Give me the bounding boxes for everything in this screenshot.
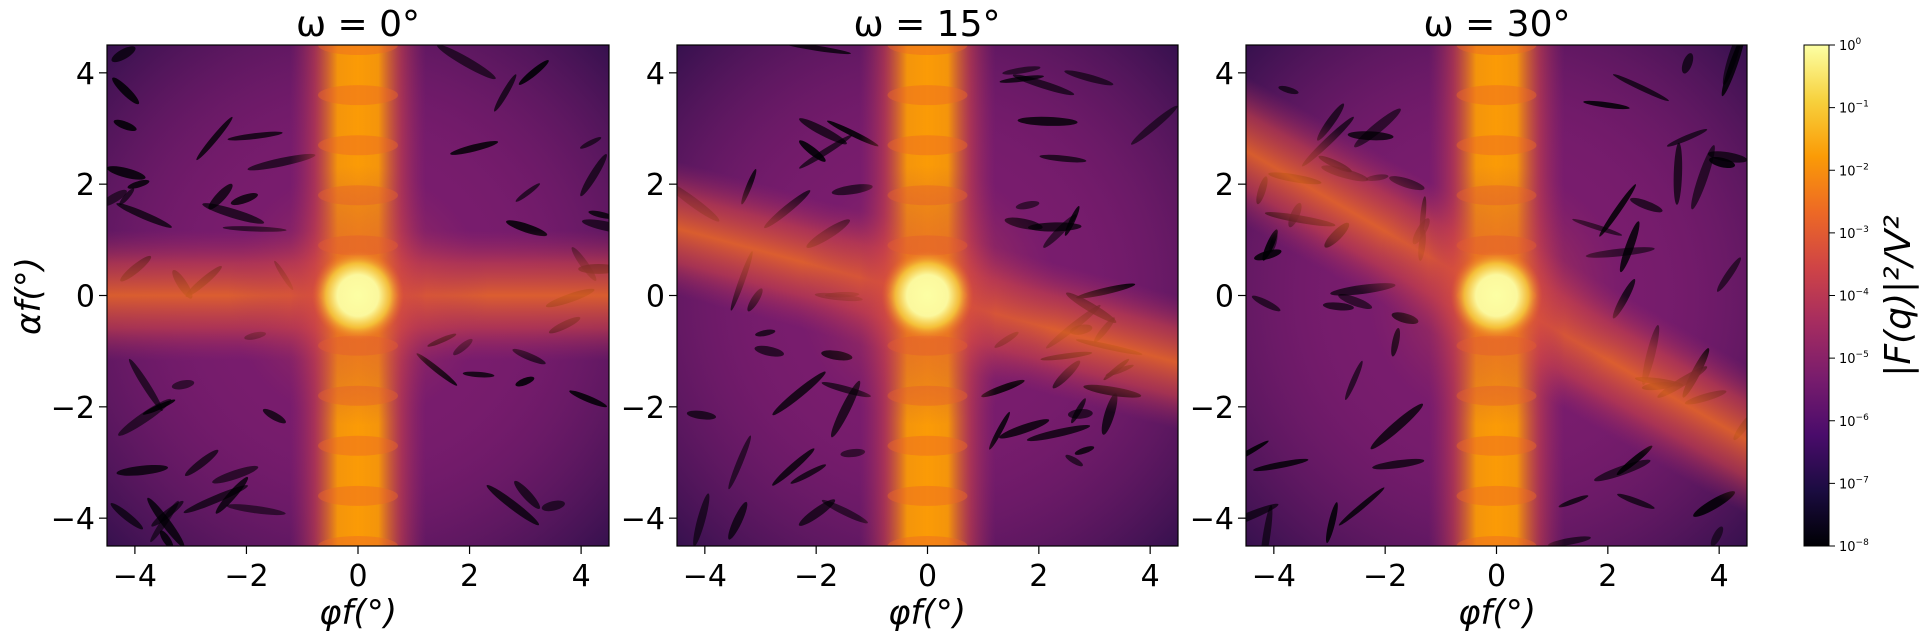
y-tick-label: −4: [51, 502, 95, 537]
y-ticks: −4 −2 0 2 4: [51, 57, 107, 537]
y-ticks: −4 −2 0 2 4: [1190, 57, 1246, 537]
x-tick-label: −2: [794, 559, 838, 594]
heatmap-area: [677, 45, 1178, 546]
panel-omega-30: ω = 30° −4 −2 0 2 4 −4 −2 0 2 4 φf(°): [1190, 4, 1748, 633]
colorbar: 100 10−1 10−2 10−3 10−4 10−5 10−6 10−7 10−8 |F(q…: [1803, 37, 1919, 555]
y-axis-label: αf(°): [9, 257, 49, 335]
y-tick-label: 0: [646, 280, 665, 315]
x-tick-label: 0: [348, 559, 367, 594]
panel-title: ω = 15°: [853, 4, 1000, 45]
x-tick-label: 4: [1141, 559, 1160, 594]
y-tick-label: 4: [76, 57, 95, 92]
x-tick-label: −4: [1252, 559, 1296, 594]
colorbar-tick-label: 10−4: [1839, 288, 1869, 305]
central-peak: [1450, 249, 1543, 342]
panel-title: ω = 0°: [296, 4, 420, 45]
colorbar-label: |F(q)|²/V²: [1878, 215, 1919, 377]
y-tick-label: −2: [51, 391, 95, 426]
x-ticks: −4 −2 0 2 4: [683, 546, 1160, 594]
x-tick-label: 4: [572, 559, 591, 594]
panel-title: ω = 30°: [1423, 4, 1570, 45]
panel-omega-0: ω = 0° −4 −2 0 2 4 −4 −2 0 2 4 φf(°) αf(°): [9, 4, 610, 633]
x-ticks: −4 −2 0 2 4: [113, 546, 591, 594]
x-tick-label: −4: [683, 559, 727, 594]
heatmap-area: [107, 45, 609, 546]
x-ticks: −4 −2 0 2 4: [1252, 546, 1729, 594]
x-axis-label: φf(°): [888, 593, 966, 633]
x-tick-label: 2: [460, 559, 479, 594]
y-tick-label: −2: [621, 391, 665, 426]
colorbar-tick-label: 10−7: [1839, 475, 1869, 492]
y-tick-label: 2: [76, 168, 95, 203]
colorbar-tick-label: 100: [1839, 37, 1862, 54]
colorbar-tick-label: 10−5: [1839, 350, 1869, 367]
y-tick-label: 0: [76, 280, 95, 315]
heatmap-area: [1246, 45, 1747, 546]
colorbar-ticks: 100 10−1 10−2 10−3 10−4 10−5 10−6 10−7 10−8: [1829, 37, 1869, 555]
y-tick-label: −4: [621, 502, 665, 537]
colorbar-tick-label: 10−6: [1839, 413, 1869, 430]
y-tick-label: 0: [1215, 280, 1234, 315]
y-tick-label: −4: [1190, 502, 1234, 537]
x-axis-label: φf(°): [319, 593, 397, 633]
colorbar-tick-label: 10−2: [1839, 162, 1869, 179]
y-tick-label: 4: [1215, 57, 1234, 92]
x-tick-label: 0: [1487, 559, 1506, 594]
x-axis-label: φf(°): [1458, 593, 1536, 633]
central-peak: [881, 249, 974, 342]
x-tick-label: 4: [1710, 559, 1729, 594]
colorbar-tick-label: 10−8: [1839, 538, 1869, 555]
x-tick-label: 2: [1029, 559, 1048, 594]
central-peak: [312, 249, 404, 342]
colorbar-tick-label: 10−1: [1839, 100, 1869, 117]
colorbar-tick-label: 10−3: [1839, 225, 1869, 242]
x-tick-label: 0: [918, 559, 937, 594]
x-tick-label: 2: [1598, 559, 1617, 594]
x-tick-label: −2: [1363, 559, 1407, 594]
panel-omega-15: ω = 15° −4 −2 0 2 4 −4 −2 0 2 4 φf(°): [621, 4, 1179, 633]
x-tick-label: −4: [113, 559, 157, 594]
y-ticks: −4 −2 0 2 4: [621, 57, 677, 537]
y-tick-label: 2: [1215, 168, 1234, 203]
y-tick-label: −2: [1190, 391, 1234, 426]
y-tick-label: 4: [646, 57, 665, 92]
colorbar-gradient: [1803, 44, 1830, 547]
y-tick-label: 2: [646, 168, 665, 203]
x-tick-label: −2: [224, 559, 268, 594]
